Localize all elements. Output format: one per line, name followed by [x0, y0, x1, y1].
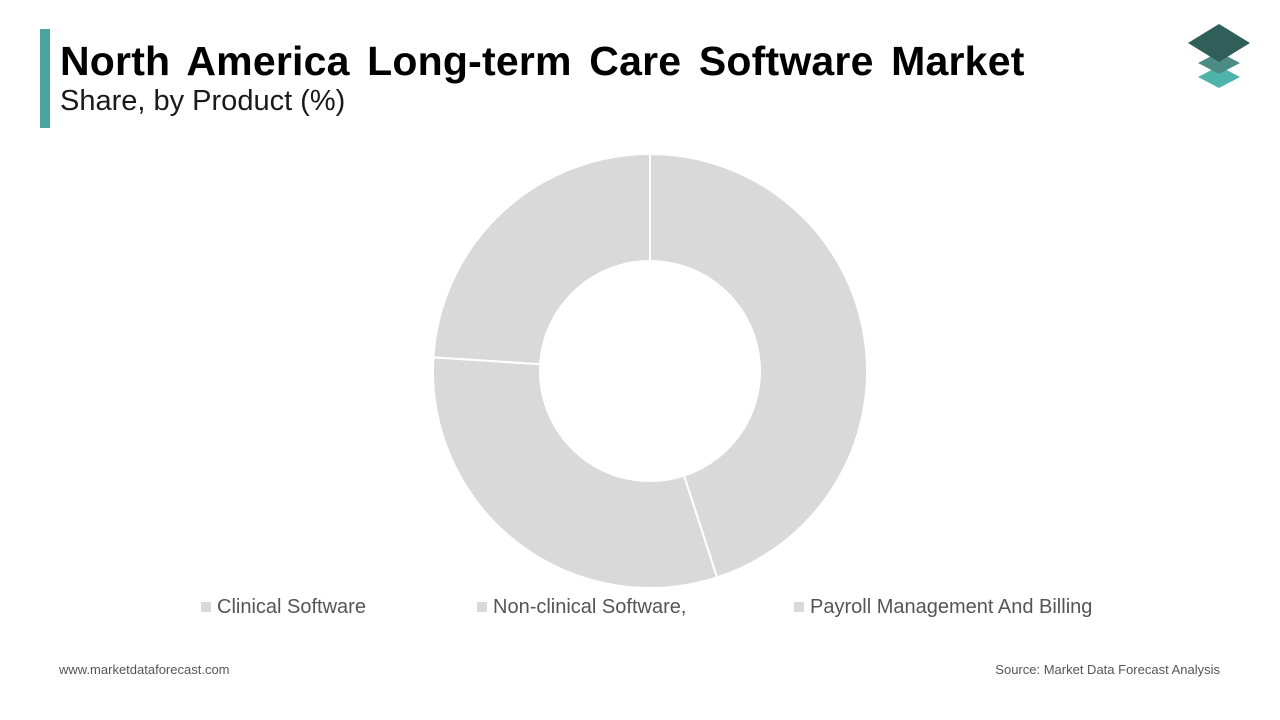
legend-item: Clinical Software: [201, 595, 366, 619]
legend-label: Non-clinical Software,: [493, 595, 687, 618]
legend-item: Payroll Management And Billing: [794, 595, 1092, 619]
legend-swatch: [794, 602, 804, 612]
donut-slice-3: [432, 152, 651, 366]
chart-title: North America Long-term Care Software Ma…: [60, 38, 1025, 84]
logo-layer-middle: [1198, 52, 1240, 74]
brand-logo-icon: [1188, 24, 1250, 88]
legend-label: Clinical Software: [217, 595, 366, 618]
website-link[interactable]: www.marketdataforecast.com: [59, 662, 230, 677]
logo-layer-top: [1188, 24, 1250, 62]
chart-subtitle: Share, by Product (%): [60, 85, 346, 117]
source-note: Source: Market Data Forecast Analysis: [995, 662, 1220, 677]
donut-slices: [432, 152, 868, 589]
legend-swatch: [477, 602, 487, 612]
legend-item: Non-clinical Software,: [477, 595, 686, 619]
donut-slice-1: [649, 152, 868, 579]
legend-label: Payroll Management And Billing: [810, 595, 1093, 618]
logo-layer-bottom: [1198, 66, 1240, 88]
title-accent-bar: [40, 29, 50, 128]
donut-slice-2: [432, 356, 719, 589]
legend-swatch: [201, 602, 211, 612]
